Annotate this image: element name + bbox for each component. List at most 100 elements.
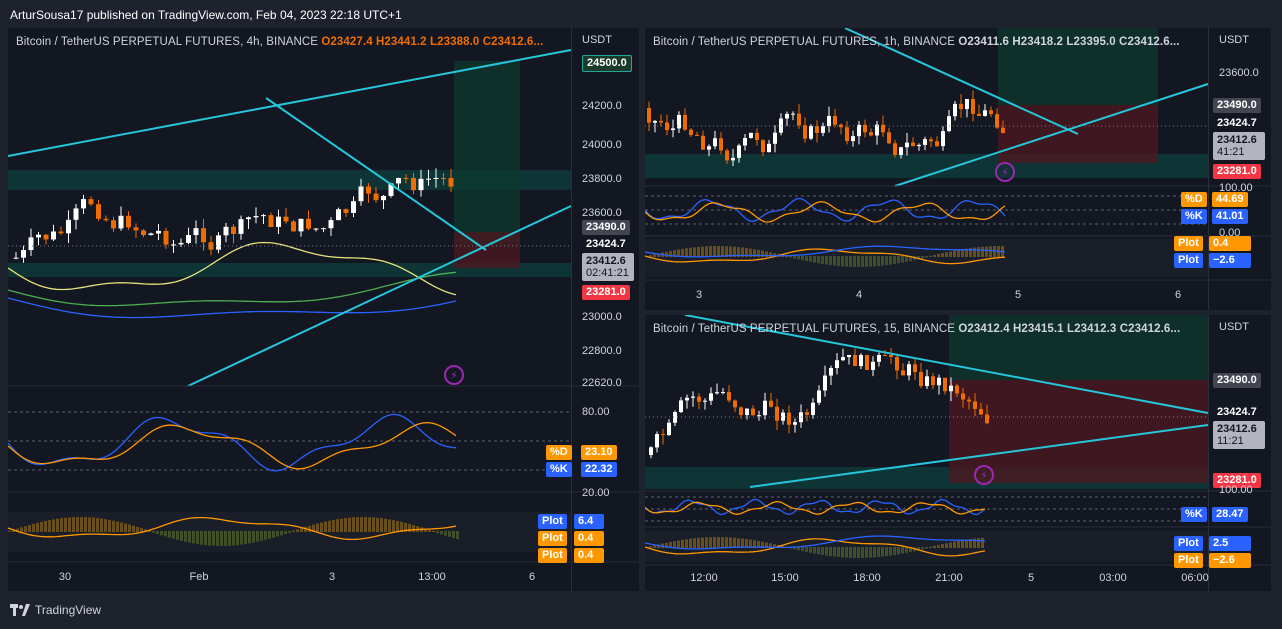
candle [757, 415, 761, 417]
candle [755, 132, 759, 141]
histogram-bar [673, 541, 676, 548]
histogram-bar [112, 520, 115, 532]
histogram-bar [693, 538, 696, 548]
histogram-bar [885, 547, 888, 557]
time-tick: 6 [528, 571, 536, 583]
histogram-bar [885, 256, 888, 266]
histogram-bar [148, 530, 151, 532]
candle [949, 385, 953, 392]
time-tick: 4 [855, 289, 863, 301]
time-tick: 30 [58, 571, 72, 583]
histogram-bar [396, 520, 399, 532]
chart-panel-1h[interactable]: Bitcoin / TetherUS PERPETUAL FUTURES, 1h… [645, 28, 1271, 310]
stop-price-tag: 23281.0 [582, 285, 630, 300]
histogram-bar [853, 547, 856, 558]
price-axis[interactable]: USDT 24200.0 24000.0 23800.0 23600.0 230… [571, 28, 639, 591]
price-axis[interactable]: USDT 23600.0 23490.0 23424.7 23412.6 41:… [1208, 28, 1271, 310]
histogram-bar [256, 531, 259, 542]
histogram-bar [829, 256, 832, 266]
histogram-bar [44, 520, 47, 532]
histogram-bar [949, 542, 952, 548]
histogram-bar [793, 256, 796, 259]
candle [829, 367, 833, 376]
histogram-bar [917, 547, 920, 551]
histogram-bar [52, 519, 55, 532]
candle [231, 226, 236, 234]
histogram-bar [88, 517, 91, 532]
tradingview-logo[interactable]: TradingView [10, 603, 101, 617]
candle [791, 113, 795, 115]
price-tick: 24000.0 [582, 139, 622, 151]
flash-icon[interactable]: ⚡ [444, 365, 464, 385]
histogram-bar [172, 531, 175, 539]
stoch-k-line [645, 498, 986, 516]
histogram-bar [801, 547, 804, 552]
histogram-bar [881, 256, 884, 266]
candle [653, 120, 657, 123]
candle [707, 146, 711, 150]
histogram-bar [805, 547, 808, 553]
histogram-bar [729, 537, 732, 548]
histogram-bar [861, 256, 864, 267]
histogram-bar [741, 538, 744, 548]
candle [727, 392, 731, 401]
candle [775, 406, 779, 421]
candle [889, 355, 893, 357]
candle [719, 138, 723, 151]
histogram-bar [949, 251, 952, 257]
ma-line [8, 271, 457, 307]
flash-icon[interactable]: ⚡ [995, 162, 1015, 182]
ma-line [8, 241, 457, 296]
candle [126, 215, 131, 228]
candle [81, 199, 86, 209]
flash-icon[interactable]: ⚡ [974, 465, 994, 485]
histogram-bar [941, 544, 944, 548]
candle [88, 199, 94, 205]
histogram-bar [973, 538, 976, 548]
histogram-bar [388, 519, 391, 532]
stoch-tick: 100.00 [1219, 484, 1253, 496]
candle [671, 128, 675, 131]
candle [985, 414, 989, 424]
histogram-bar [937, 544, 940, 548]
candle [36, 234, 41, 238]
candle [73, 208, 79, 220]
histogram-bar [969, 539, 972, 548]
chart-panel-4h[interactable]: Bitcoin / TetherUS PERPETUAL FUTURES, 4h… [8, 28, 639, 591]
histogram-bar [845, 256, 848, 267]
histogram-bar [372, 517, 375, 532]
chart-panel-15m[interactable]: Bitcoin / TetherUS PERPETUAL FUTURES, 15… [645, 315, 1271, 591]
histogram-bar [761, 541, 764, 548]
price-axis[interactable]: USDT 23490.0 23424.7 23412.6 11:21 23281… [1208, 315, 1271, 591]
candle [178, 242, 184, 245]
histogram-bar [905, 256, 908, 262]
target-zone [998, 28, 1158, 105]
publish-header: ArturSousa17 published on TradingView.co… [0, 0, 1282, 28]
chart-canvas-15m[interactable] [645, 315, 1271, 591]
histogram-bar [404, 522, 407, 532]
channel-line [187, 205, 572, 387]
histogram-bar [240, 531, 243, 545]
histogram-bar [440, 531, 443, 535]
histogram-bar [32, 523, 35, 532]
candle [923, 139, 927, 145]
candle [941, 131, 945, 147]
histogram-bar [324, 521, 327, 532]
histogram-bar [701, 246, 704, 257]
candle [276, 216, 281, 228]
chart-canvas-1h[interactable] [645, 28, 1271, 310]
candle [977, 113, 981, 116]
histogram-bar [897, 256, 900, 264]
chart-canvas-4h[interactable] [8, 28, 639, 591]
histogram-bar [757, 249, 760, 257]
stoch-k-value: 41.01 [1212, 209, 1248, 224]
footer: TradingView [0, 597, 1282, 629]
candle [171, 244, 176, 246]
price-tick: 24200.0 [582, 100, 622, 112]
plot-value: 6.4 [574, 514, 604, 529]
candle [253, 216, 259, 218]
histogram-bar [993, 246, 996, 257]
histogram-bar [753, 249, 756, 257]
histogram-bar [136, 526, 139, 532]
candle [895, 356, 899, 371]
